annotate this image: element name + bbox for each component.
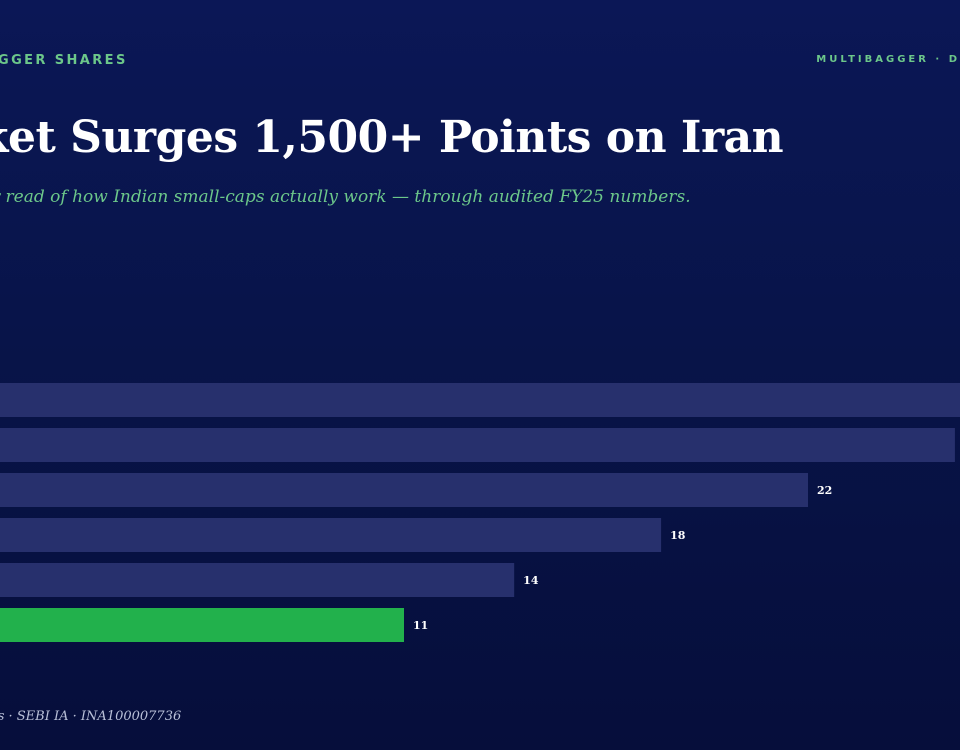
bar-value-label-2: 22 [817,484,832,497]
bar-value-label-3: 18 [670,529,686,542]
brand-left: GGER SHARES [0,53,128,68]
bar-1 [0,428,955,462]
bar-5 [0,608,404,642]
chart-title: ket Surges 1,500+ Points on Iran [0,112,784,163]
bar-value-label-4: 14 [523,574,539,587]
bar-2 [0,473,808,507]
bar-0 [0,383,960,417]
bar-3 [0,518,662,552]
brand-right: MULTIBAGGER · D [816,54,960,65]
bar-value-label-5: 11 [413,619,428,632]
bar-4 [0,563,515,597]
footer-note: es · SEBI IA · INA100007736 [0,709,182,724]
chart-subtitle: r read of how Indian small-caps actually… [0,187,691,207]
